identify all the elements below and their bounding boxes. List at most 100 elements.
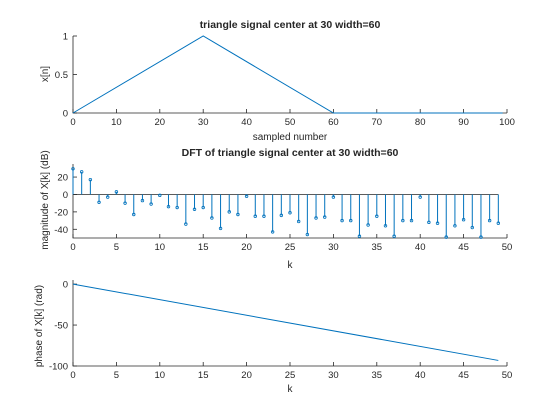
subplot-1-xtick-label: 10 bbox=[111, 117, 122, 128]
subplot-2-ytick-label: 20 bbox=[57, 173, 68, 184]
subplot-1-xtick-label: 60 bbox=[328, 117, 339, 128]
subplot-3-xtick-label: 35 bbox=[372, 370, 383, 381]
subplot-2-stem-marker bbox=[409, 218, 414, 223]
subplot-2-stem-marker bbox=[236, 212, 240, 217]
subplot-2-stem-marker bbox=[210, 216, 214, 220]
subplot-2-stem-marker bbox=[435, 221, 440, 225]
subplot-2-stem-marker bbox=[288, 211, 292, 215]
subplot-3-xtick-label: 30 bbox=[328, 370, 339, 381]
subplot-2-stem-marker bbox=[71, 167, 75, 171]
subplot-3-xtick-label: 5 bbox=[114, 370, 119, 381]
subplot-2-stem-marker bbox=[244, 194, 249, 198]
subplot-3-ytick-label: -100 bbox=[49, 362, 68, 373]
subplot-3-ytick-label: 0 bbox=[63, 280, 68, 291]
subplot-2-xtick-label: 0 bbox=[70, 242, 75, 253]
subplot-2-title: DFT of triangle signal center at 30 widt… bbox=[182, 147, 399, 159]
subplot-2-plot-area: 0 5 10 15 20 25 30 35 40 45 50 -40 -20 0 20 bbox=[54, 164, 512, 253]
subplot-2-ytick-label: -40 bbox=[54, 225, 68, 236]
subplot-2-stem-marker bbox=[175, 205, 179, 210]
subplot-2-xtick-label: 40 bbox=[415, 242, 426, 253]
subplot-2-xtick-label: 20 bbox=[241, 242, 252, 253]
subplot-2-stem-marker bbox=[496, 221, 501, 225]
subplot-3-xtick-label: 50 bbox=[502, 370, 513, 381]
subplot-1: triangle signal center at 30 width=60 x[… bbox=[40, 19, 515, 143]
subplot-1-ytick-label: 0 bbox=[63, 109, 68, 120]
subplot-2-stem-marker bbox=[184, 222, 188, 226]
subplot-2-xtick-label: 35 bbox=[372, 242, 383, 253]
subplot-2-ylabel: magnitude of X[k] (dB) bbox=[40, 150, 51, 250]
subplot-2-ytick-label: -20 bbox=[54, 207, 68, 218]
subplot-1-ytick-label: 1 bbox=[63, 32, 68, 43]
subplot-1-title: triangle signal center at 30 width=60 bbox=[200, 19, 381, 31]
subplot-2-stem-marker bbox=[253, 214, 257, 218]
subplot-2-xtick-label: 5 bbox=[114, 242, 119, 253]
subplot-3-xtick-label: 20 bbox=[241, 370, 252, 381]
subplot-3: phase of X[k] (rad) k 0 5 10 15 20 25 30 35 40 45… bbox=[34, 280, 512, 395]
subplot-3-series-line bbox=[72, 283, 499, 361]
subplot-1-xtick-label: 80 bbox=[415, 117, 426, 128]
subplot-2: DFT of triangle signal center at 30 widt… bbox=[40, 147, 512, 271]
subplot-3-xtick-label: 40 bbox=[415, 370, 426, 381]
subplot-2-stem-marker bbox=[314, 216, 318, 220]
subplot-2-stem-marker bbox=[487, 218, 492, 223]
subplot-2-stem-marker bbox=[227, 210, 231, 214]
subplot-2-stem-marker bbox=[114, 190, 119, 194]
subplot-2-stem-marker bbox=[140, 198, 145, 203]
subplot-2-xtick-label: 50 bbox=[502, 242, 513, 253]
subplot-2-stem-marker bbox=[201, 205, 205, 210]
subplot-2-stem-marker bbox=[149, 202, 153, 206]
subplot-2-stem-marker bbox=[88, 177, 93, 182]
subplot-2-xtick-label: 10 bbox=[155, 242, 166, 253]
subplot-3-xtick-label: 15 bbox=[198, 370, 209, 381]
subplot-1-xtick-label: 100 bbox=[499, 117, 515, 128]
subplot-2-stem-marker bbox=[262, 214, 266, 218]
subplot-1-xtick-label: 90 bbox=[458, 117, 469, 128]
subplot-2-stem-marker bbox=[270, 230, 275, 234]
subplot-1-ytick-label: 0.5 bbox=[55, 70, 68, 81]
subplot-2-stem-marker bbox=[392, 234, 396, 238]
subplot-2-stem-marker bbox=[166, 204, 171, 209]
subplot-3-ytick-label: -50 bbox=[54, 321, 68, 332]
subplot-2-stem-marker bbox=[461, 218, 466, 222]
subplot-2-xtick-label: 25 bbox=[285, 242, 296, 253]
subplot-2-stem-marker bbox=[401, 218, 405, 223]
subplot-2-stem-marker bbox=[418, 195, 422, 199]
subplot-2-stem-marker bbox=[453, 224, 457, 228]
subplot-2-stem-marker bbox=[323, 215, 327, 219]
subplot-2-stem-marker bbox=[158, 193, 162, 198]
subplot-2-stem-marker bbox=[331, 195, 336, 199]
subplot-2-xlabel: k bbox=[288, 260, 294, 271]
subplot-2-stem-marker bbox=[427, 220, 431, 225]
subplot-2-stem-marker bbox=[97, 200, 101, 205]
subplot-2-stem-marker bbox=[375, 214, 379, 218]
subplot-1-ylabel: x[n] bbox=[40, 66, 51, 82]
subplot-1-xtick-label: 0 bbox=[70, 117, 75, 128]
subplot-3-xtick-label: 0 bbox=[70, 370, 75, 381]
subplot-1-series-line bbox=[72, 35, 503, 114]
subplot-2-stem-marker bbox=[305, 232, 310, 237]
subplot-1-xtick-label: 40 bbox=[241, 117, 252, 128]
subplot-2-stem-marker bbox=[132, 212, 136, 217]
subplot-1-xtick-label: 20 bbox=[155, 117, 166, 128]
subplot-2-stem-marker bbox=[79, 170, 84, 174]
subplot-2-stem-marker bbox=[444, 235, 448, 239]
subplot-2-stem-marker bbox=[366, 223, 370, 227]
subplot-2-stem-marker bbox=[479, 235, 483, 239]
subplot-2-stem-marker bbox=[192, 207, 197, 211]
subplot-2-stem-marker bbox=[296, 219, 301, 224]
subplot-2-stem-marker bbox=[470, 225, 474, 230]
subplot-2-stem-marker bbox=[357, 234, 362, 238]
subplot-1-plot-area: 0 10 20 30 40 50 60 70 80 90 100 0 0.5 1 bbox=[55, 32, 515, 129]
subplot-2-stem-marker bbox=[279, 213, 284, 218]
subplot-2-stem-marker bbox=[106, 195, 110, 199]
subplot-2-stem-marker bbox=[218, 226, 223, 231]
subplot-2-ytick-label: 0 bbox=[63, 190, 68, 201]
subplot-1-xtick-label: 50 bbox=[285, 117, 296, 128]
subplot-3-xlabel: k bbox=[288, 384, 294, 395]
subplot-3-xtick-label: 10 bbox=[155, 370, 166, 381]
subplot-1-xtick-label: 70 bbox=[372, 117, 383, 128]
subplot-2-xtick-label: 30 bbox=[328, 242, 339, 253]
subplot-3-ylabel: phase of X[k] (rad) bbox=[34, 285, 45, 367]
